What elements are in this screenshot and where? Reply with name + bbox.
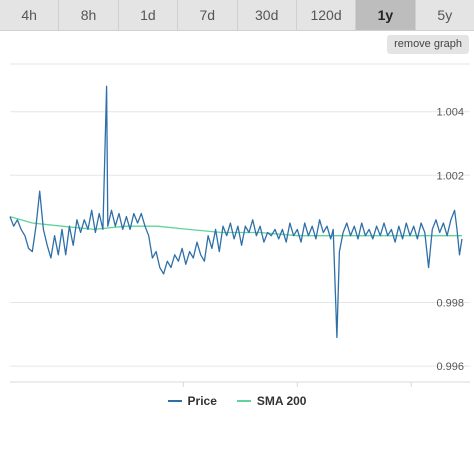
tab-5[interactable]: 120d [297,0,357,30]
legend-item-price[interactable]: Price [167,394,217,408]
series-line-sma-200 [9,215,462,237]
tab-7[interactable]: 5y [437,7,453,23]
chart-legend: Price SMA 200 [0,393,474,409]
y-tick-label-3: 1.004 [436,107,464,119]
y-tick-label-1: 0.998 [436,298,464,310]
tab-2[interactable]: 1d [119,0,179,30]
remove-graph-button[interactable]: remove graph [387,35,469,54]
y-tick-label-0: 0.996 [436,361,464,373]
legend-label-sma-200: SMA 200 [256,394,307,408]
legend-swatch-sma-200 [236,400,251,402]
tab-4[interactable]: 30d [238,0,297,30]
series-layer [9,85,463,339]
legend-swatch-price [167,400,182,402]
legend-item-sma-200[interactable]: SMA 200 [236,394,307,408]
tab-3[interactable]: 7d [178,0,238,30]
series-line-price [9,85,463,339]
y-tick-label-2: 1.002 [436,170,464,182]
legend-label-price: Price [187,394,217,408]
grid-layer [10,63,470,383]
y-axis: 0.996 0.998 1.002 1.004 [436,107,464,373]
timeframe-tabs: 4h 8h 1d 7d 30d 120d 1y 5y [0,0,474,31]
x-axis: Jul '25Oct '25Jan '26 [182,382,412,387]
tab-6[interactable]: 1y [356,0,416,30]
tab-1[interactable]: 8h [59,0,119,30]
price-chart: 0.996 0.998 1.002 1.004 Jul '25Oct '25Jan '… [9,63,470,387]
tab-0[interactable]: 4h [0,0,60,30]
